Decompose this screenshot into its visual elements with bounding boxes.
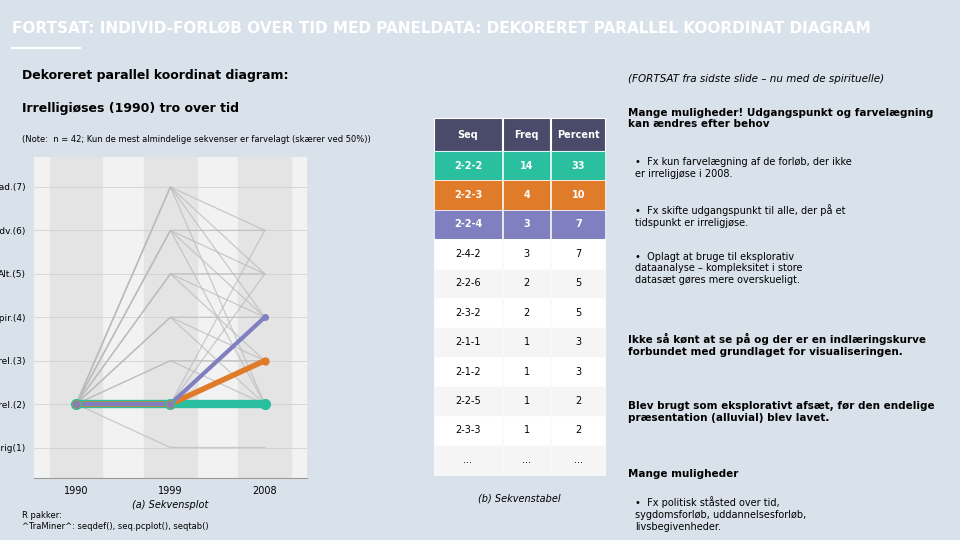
Text: FORTSAT: INDIVID-FORLØB OVER TID MED PANELDATA: DEKORERET PARALLEL KOORDINAT DIA: FORTSAT: INDIVID-FORLØB OVER TID MED PAN… — [12, 21, 871, 36]
Bar — [434, 327, 502, 357]
Text: 2: 2 — [575, 426, 582, 435]
X-axis label: (a) Sekvensplot: (a) Sekvensplot — [132, 500, 208, 510]
Bar — [503, 445, 550, 475]
Text: Mange muligheder! Udgangspunkt og farvelægning
kan ændres efter behov: Mange muligheder! Udgangspunkt og farvel… — [628, 108, 933, 130]
Text: Blev brugt som eksplorativt afsæt, før den endelige
præsentation (alluvial) blev: Blev brugt som eksplorativt afsæt, før d… — [628, 401, 935, 423]
Bar — [551, 386, 605, 416]
Bar — [434, 118, 502, 151]
Bar — [551, 327, 605, 357]
Bar — [551, 118, 605, 151]
Text: •  Fx kun farvelægning af de forløb, der ikke
er irreligjøse i 2008.: • Fx kun farvelægning af de forløb, der … — [635, 157, 852, 179]
Text: 1: 1 — [523, 426, 530, 435]
Text: 1: 1 — [523, 396, 530, 406]
Bar — [238, 157, 291, 478]
Text: ...: ... — [464, 455, 472, 465]
Text: 2: 2 — [575, 396, 582, 406]
Text: Irrelligiøses (1990) tro over tid: Irrelligiøses (1990) tro over tid — [22, 102, 239, 115]
Text: 2-3-2: 2-3-2 — [455, 308, 481, 318]
Bar — [434, 298, 502, 327]
Bar — [503, 327, 550, 357]
Text: 7: 7 — [575, 249, 582, 259]
Text: Percent: Percent — [557, 130, 600, 139]
Bar — [434, 386, 502, 416]
Bar — [551, 180, 605, 210]
Text: ^TraMiner^: seqdef(), seq.pcplot(), seqtab(): ^TraMiner^: seqdef(), seq.pcplot(), seqt… — [22, 522, 208, 531]
Bar — [434, 151, 502, 180]
Text: Seq: Seq — [458, 130, 478, 139]
Text: 3: 3 — [575, 367, 582, 376]
Bar — [503, 180, 550, 210]
Text: 5: 5 — [575, 278, 582, 288]
Bar — [434, 416, 502, 445]
Bar — [503, 386, 550, 416]
Text: •  Fx skifte udgangspunkt til alle, der på et
tidspunkt er irreligjøse.: • Fx skifte udgangspunkt til alle, der p… — [635, 205, 846, 228]
Text: 3: 3 — [523, 249, 530, 259]
Text: 2-2-3: 2-2-3 — [454, 190, 482, 200]
Bar — [434, 239, 502, 268]
Bar — [551, 416, 605, 445]
Bar — [503, 298, 550, 327]
Text: 1: 1 — [523, 337, 530, 347]
Bar — [434, 357, 502, 386]
Bar — [434, 445, 502, 475]
Bar — [551, 151, 605, 180]
Text: (Note:  n = 42; Kun de mest almindelige sekvenser er farvelagt (skærer ved 50%)): (Note: n = 42; Kun de mest almindelige s… — [22, 134, 371, 144]
Bar — [503, 239, 550, 268]
Bar — [434, 180, 502, 210]
Bar — [503, 118, 550, 151]
Text: Dekoreret parallel koordinat diagram:: Dekoreret parallel koordinat diagram: — [22, 69, 288, 82]
Bar — [434, 210, 502, 239]
Bar — [503, 210, 550, 239]
Bar — [503, 357, 550, 386]
Text: Ikke så kønt at se på og der er en indlæringskurve
forbundet med grundlaget for : Ikke så kønt at se på og der er en indlæ… — [628, 333, 926, 357]
Text: 10: 10 — [571, 190, 585, 200]
Text: •  Oplagt at bruge til eksplorativ
dataanalyse – kompleksitet i store
datasæt gø: • Oplagt at bruge til eksplorativ dataan… — [635, 252, 803, 285]
Text: 7: 7 — [575, 219, 582, 230]
Text: 3: 3 — [575, 337, 582, 347]
Text: (b) Sekvenstabel: (b) Sekvenstabel — [478, 493, 561, 503]
Bar — [551, 357, 605, 386]
Text: 4: 4 — [523, 190, 530, 200]
Bar — [434, 268, 502, 298]
Text: ...: ... — [574, 455, 583, 465]
Bar — [551, 445, 605, 475]
Text: 2-2-6: 2-2-6 — [455, 278, 481, 288]
Bar — [551, 298, 605, 327]
Text: 5: 5 — [575, 308, 582, 318]
Bar — [551, 268, 605, 298]
Bar — [503, 416, 550, 445]
Text: 33: 33 — [571, 160, 585, 171]
Bar — [551, 239, 605, 268]
Text: 2-4-2: 2-4-2 — [455, 249, 481, 259]
Bar — [551, 210, 605, 239]
Text: 2-1-1: 2-1-1 — [455, 337, 481, 347]
Text: 2-2-5: 2-2-5 — [455, 396, 481, 406]
Text: (FORTSAT fra sidste slide – nu med de spirituelle): (FORTSAT fra sidste slide – nu med de sp… — [628, 74, 884, 84]
Text: 14: 14 — [519, 160, 534, 171]
Text: R pakker:: R pakker: — [22, 511, 61, 521]
Text: 2: 2 — [523, 278, 530, 288]
Text: 2: 2 — [523, 308, 530, 318]
Text: Mange muligheder: Mange muligheder — [628, 469, 738, 480]
Bar — [503, 268, 550, 298]
Text: Freq: Freq — [515, 130, 539, 139]
Text: 3: 3 — [523, 219, 530, 230]
Text: •  Fx politisk ståsted over tid,
sygdomsforløb, uddannelsesforløb,
livsbegivenhe: • Fx politisk ståsted over tid, sygdomsf… — [635, 496, 806, 531]
Text: 2-1-2: 2-1-2 — [455, 367, 481, 376]
Text: ...: ... — [522, 455, 531, 465]
Bar — [50, 157, 103, 478]
Bar — [503, 151, 550, 180]
Text: 1: 1 — [523, 367, 530, 376]
Text: 2-3-3: 2-3-3 — [455, 426, 481, 435]
Text: 2-2-2: 2-2-2 — [454, 160, 482, 171]
Text: 2-2-4: 2-2-4 — [454, 219, 482, 230]
Bar — [144, 157, 197, 478]
